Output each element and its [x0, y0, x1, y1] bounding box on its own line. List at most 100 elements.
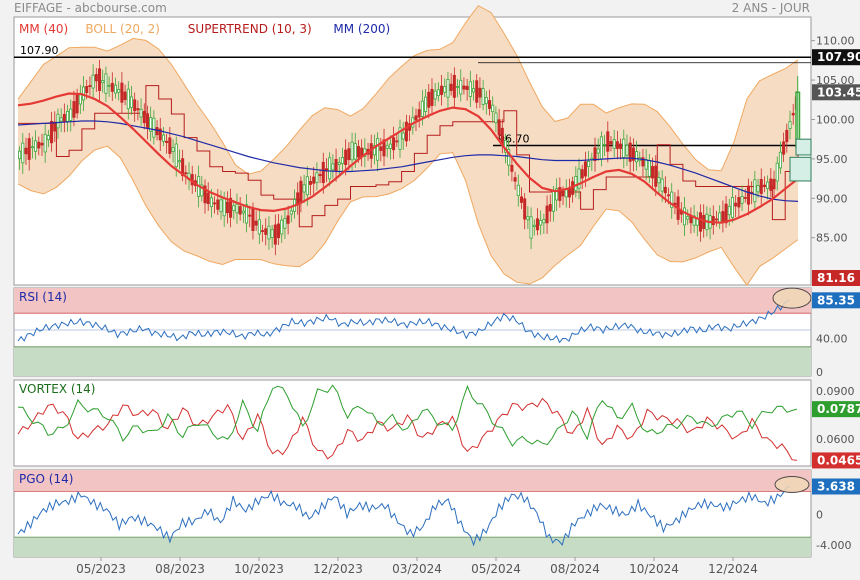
candle-body [494, 112, 498, 124]
candle-body [142, 111, 146, 124]
chart-title: EIFFAGE - abcbourse.com [14, 1, 167, 15]
candle-body [344, 149, 348, 165]
candle-body [472, 88, 476, 93]
tag-107: 107.90 [817, 50, 860, 64]
candle-body [46, 135, 50, 141]
candle-body [120, 82, 124, 103]
candle-body [382, 139, 386, 157]
candle-body [574, 175, 578, 191]
candle-body [558, 187, 562, 201]
candle-body [730, 197, 734, 218]
candle-body [628, 142, 632, 162]
legend-item: BOLL (20, 2) [85, 22, 160, 36]
candle-body [206, 192, 210, 205]
candle-body [398, 127, 402, 150]
candle-body [388, 143, 392, 149]
candle-body [440, 85, 444, 95]
candle-body [667, 194, 671, 197]
candle-body [430, 88, 434, 106]
candle-body [353, 143, 357, 160]
candle-body [337, 162, 341, 165]
candle-body [254, 220, 258, 226]
candle-body [484, 97, 488, 105]
candle-body [452, 74, 456, 98]
vortex-title: VORTEX (14) [19, 382, 96, 396]
candle-body [577, 168, 581, 189]
candle-body [123, 91, 127, 101]
candle-body [698, 212, 703, 232]
mm200-line [17, 120, 799, 202]
candle-body [542, 219, 546, 224]
candle-body [347, 148, 351, 161]
pgo-tag: 3.638 [817, 479, 855, 493]
candle-body [519, 196, 524, 203]
vortex-plus-line [17, 384, 798, 447]
candle-body [404, 121, 408, 142]
candle-body [350, 141, 354, 161]
candle-body [312, 176, 316, 184]
rsi-tag: 85.35 [817, 293, 855, 307]
pgo-tick-neg4: -4.000 [816, 539, 851, 552]
tag-107-bg [812, 49, 860, 66]
candle-body [702, 214, 706, 229]
candle-body [21, 142, 25, 164]
candle-body [168, 137, 172, 154]
rsi-highlight-ellipse [772, 287, 812, 309]
x-tick-label: 12/2024 [708, 562, 758, 576]
candle-body [593, 147, 597, 161]
vortex-tick-09: 0.0900 [816, 385, 855, 398]
vortex-minus-tag-bg [812, 452, 860, 469]
level-label-107: 107.90 [20, 44, 59, 57]
candle-body [129, 96, 134, 108]
candle-body [478, 87, 482, 98]
candle-body [456, 85, 460, 88]
candle-body [446, 79, 450, 98]
candle-body [18, 150, 22, 160]
candle-body [24, 147, 28, 155]
candle-body [27, 138, 31, 160]
candle-body [424, 96, 428, 112]
candle-body [43, 133, 47, 153]
candle-body [417, 109, 421, 118]
candle-body [139, 108, 143, 118]
candle-body [59, 117, 63, 122]
candle-body [516, 184, 520, 196]
candle-body [241, 210, 245, 214]
candle-body [286, 215, 290, 224]
candle-body [612, 139, 616, 149]
candle-body [229, 197, 233, 218]
candle-body [641, 157, 645, 167]
candle-body [481, 88, 485, 105]
bollinger-upper-line [17, 4, 799, 175]
candle-body [334, 159, 338, 172]
candle-body [75, 94, 79, 114]
candle-body [251, 207, 255, 231]
candle-body [548, 204, 552, 212]
candle-body [567, 188, 571, 198]
y-tick-label: 100.00 [816, 113, 855, 126]
candle-body [305, 176, 309, 196]
candle-body [174, 143, 178, 168]
candle-body [526, 216, 530, 221]
candle-body [372, 145, 376, 156]
candle-body [778, 151, 782, 169]
vortex-plus-tag: 0.0787 [817, 402, 860, 416]
candle-body [654, 165, 658, 187]
candle-body [587, 160, 591, 168]
candle-body [791, 112, 795, 116]
rsi-tick-40: 40.00 [816, 332, 848, 345]
rsi-overbought-zone [14, 288, 811, 314]
candle-body [551, 190, 555, 212]
pgo-line [17, 486, 791, 547]
pgo-tag-bg [812, 478, 860, 495]
candle-body [181, 158, 185, 177]
candle-body [401, 132, 405, 140]
y-tick-label: 105.00 [816, 74, 855, 87]
candle-body [775, 162, 779, 182]
x-tick-label: 05/2024 [471, 562, 521, 576]
candle-body [746, 185, 750, 205]
vortex-tick-06: 0.0600 [816, 433, 855, 446]
candle-body [257, 219, 261, 235]
candle-body [465, 85, 469, 90]
